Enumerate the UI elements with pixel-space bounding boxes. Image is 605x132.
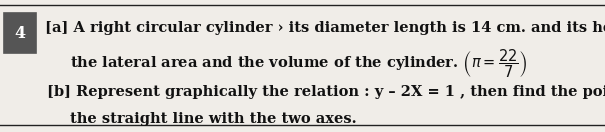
Text: 4: 4 <box>15 25 25 41</box>
Text: the straight line with the two axes.: the straight line with the two axes. <box>70 112 356 126</box>
FancyBboxPatch shape <box>4 13 36 53</box>
Text: [a] A right circular cylinder › its diameter length is 14 cm. and its height is : [a] A right circular cylinder › its diam… <box>45 21 605 35</box>
Text: [b] Represent graphically the relation : y – 2X = 1 , then find the points of in: [b] Represent graphically the relation :… <box>47 85 605 99</box>
Text: the lateral area and the volume of the cylinder. $\left(\pi = \dfrac{22}{7}\righ: the lateral area and the volume of the c… <box>70 47 527 80</box>
